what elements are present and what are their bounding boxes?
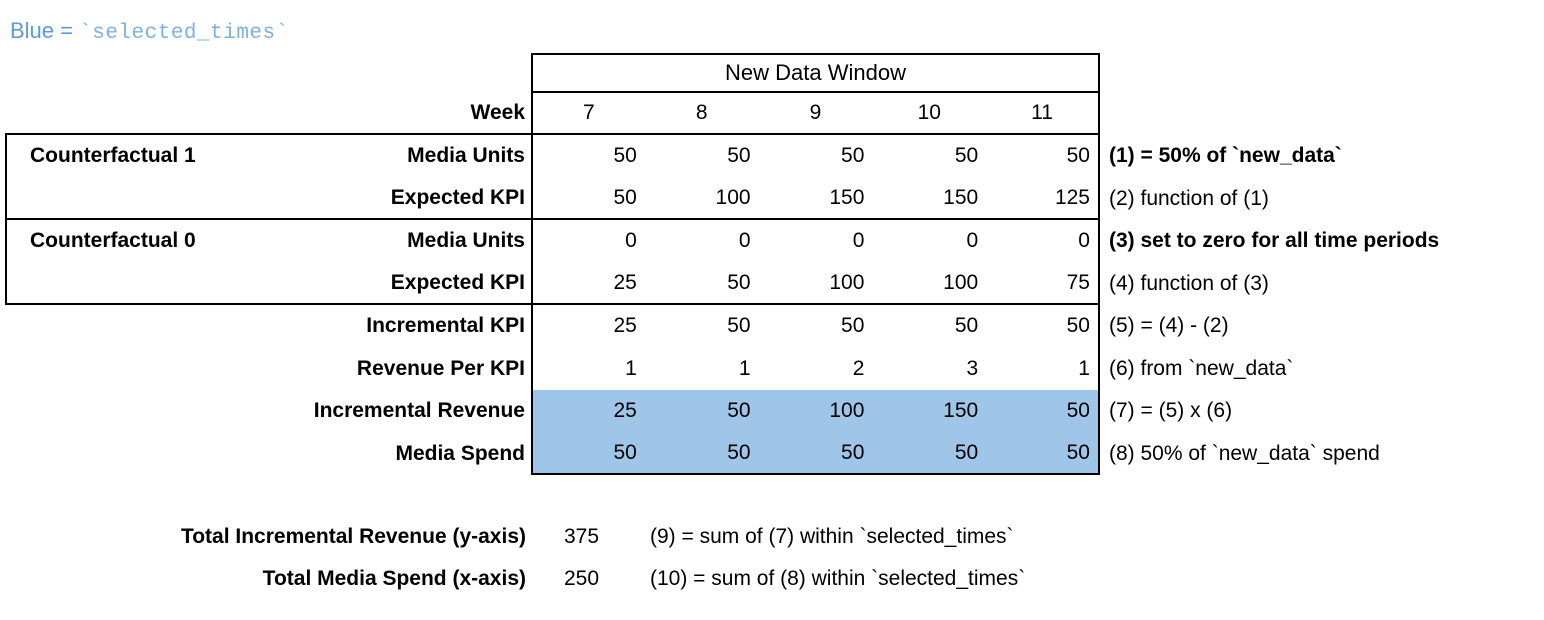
week-cell: 10 [872,93,987,135]
row-label: Incremental Revenue [313,399,525,423]
row-annotation: (8) 50% of `new_data` spend [1108,441,1380,465]
data-cell: 50 [841,314,865,338]
total-label: Total Incremental Revenue (y-axis) [180,525,526,548]
group-spacer [5,433,255,476]
row-annotation: (3) set to zero for all time periods [1108,229,1440,253]
total-value: 375 [564,525,600,548]
data-cell: 25 [531,305,645,348]
data-cell: 150 [758,178,873,220]
data-cell-highlighted: 25 [531,390,645,433]
total-annotation: (10) = sum of (8) within `selected_times… [650,567,1026,590]
data-cell-highlighted: 50 [758,432,873,475]
row-label: Expected KPI [255,178,531,220]
data-cell: 50 [986,305,1100,348]
data-cell-highlighted: 150 [872,390,987,433]
row-expected-kpi-cf1: Expected KPI 50 100 150 150 125 (2) func… [5,177,1439,220]
data-cell: 50 [954,314,979,338]
row-label: Incremental KPI [366,314,525,338]
week-cell: 7 [531,93,645,135]
row-label: Expected KPI [255,263,531,305]
row-incremental-revenue: Incremental Revenue 25 50 100 150 50 (7)… [5,390,1439,433]
data-cell: 100 [644,178,759,220]
data-cell: 1 [738,356,751,380]
header-ann-spacer [1100,53,1439,93]
week-cell: 9 [758,93,873,135]
data-cell: 0 [531,220,645,263]
legend-blue-label: Blue = [10,18,80,43]
week-cell: 11 [986,93,1100,135]
group-label-cf1: Counterfactual 1 [5,135,255,178]
row-revenue-per-kpi: Revenue Per KPI 1 1 2 3 1 (6) from `new_… [5,347,1439,391]
data-cell: 0 [738,229,751,253]
legend: Blue = `selected_times` [10,18,289,45]
row-annotation: (7) = (5) x (6) [1108,399,1233,423]
legend-code: `selected_times` [79,22,289,45]
total-annotation: (9) = sum of (7) within `selected_times` [650,525,1014,548]
data-cell-highlighted: 50 [872,432,987,475]
row-annotation: (4) function of (3) [1108,271,1269,295]
header-spacer [5,53,531,93]
week-cell: 8 [644,93,759,135]
data-cell-highlighted: 50 [986,432,1100,475]
group-spacer [5,262,255,305]
group-spacer [5,305,255,348]
row-label: Media Units [407,144,525,168]
row-label: Media Units [407,229,525,253]
data-cell: 100 [758,263,873,305]
total-value: 250 [564,567,600,590]
week-row: Week 7 8 9 10 11 [5,93,1439,135]
total-media-spend-row: Total Media Spend (x-axis) 250 (10) = su… [5,558,1026,600]
data-cell: 100 [872,263,987,305]
row-media-spend: Media Spend 50 50 50 50 50 (8) 50% of `n… [5,432,1439,476]
row-annotation: (2) function of (1) [1108,186,1269,210]
totals-section: Total Incremental Revenue (y-axis) 375 (… [5,516,1025,600]
data-cell: 3 [966,356,979,380]
row-media-units-cf0: Counterfactual 0 Media Units 0 0 0 0 0 (… [5,220,1439,263]
row-media-units-cf1: Counterfactual 1 Media Units 50 50 50 50… [5,135,1439,178]
group-spacer [5,348,255,391]
group-spacer [5,390,255,433]
week-label: Week [5,93,531,135]
total-label: Total Media Spend (x-axis) [262,567,526,590]
data-cell: 25 [531,262,645,305]
data-cell: 1 [531,347,645,390]
data-cell: 50 [531,177,645,220]
data-cell: 50 [727,144,751,168]
new-data-window-header: New Data Window [531,53,1100,93]
data-cell-highlighted: 50 [644,432,759,475]
week-ann-spacer [1100,93,1439,135]
data-cell: 50 [954,144,979,168]
data-cell: 1 [986,347,1100,390]
total-incremental-revenue-row: Total Incremental Revenue (y-axis) 375 (… [5,516,1025,558]
data-cell-highlighted: 50 [986,390,1100,433]
data-cell: 50 [841,144,865,168]
data-cell: 0 [986,220,1100,263]
data-cell-highlighted: 50 [531,432,645,475]
row-annotation: (6) from `new_data` [1108,356,1294,380]
data-cell-highlighted: 100 [758,390,873,433]
data-cell: 50 [531,135,645,178]
row-expected-kpi-cf0: Expected KPI 25 50 100 100 75 (4) functi… [5,262,1439,305]
group-spacer [5,177,255,220]
row-annotation: (1) = 50% of `new_data` [1108,144,1342,168]
data-cell: 50 [644,263,759,305]
data-cell: 50 [986,135,1100,178]
row-incremental-kpi: Incremental KPI 25 50 50 50 50 (5) = (4)… [5,305,1439,348]
data-cell: 2 [852,356,865,380]
data-cell: 0 [852,229,865,253]
counterfactual-table: New Data Window Week 7 8 9 10 11 Counter… [5,53,1439,475]
data-cell-highlighted: 50 [644,390,759,433]
data-cell: 0 [966,229,979,253]
data-cell: 50 [727,314,751,338]
group-label-cf0: Counterfactual 0 [5,220,255,263]
data-cell: 75 [986,262,1100,305]
row-label: Revenue Per KPI [356,356,525,380]
data-cell: 125 [986,177,1100,220]
window-header-row: New Data Window [5,53,1439,93]
row-label: Media Spend [395,441,525,465]
row-annotation: (5) = (4) - (2) [1108,314,1229,338]
data-cell: 150 [872,178,987,220]
